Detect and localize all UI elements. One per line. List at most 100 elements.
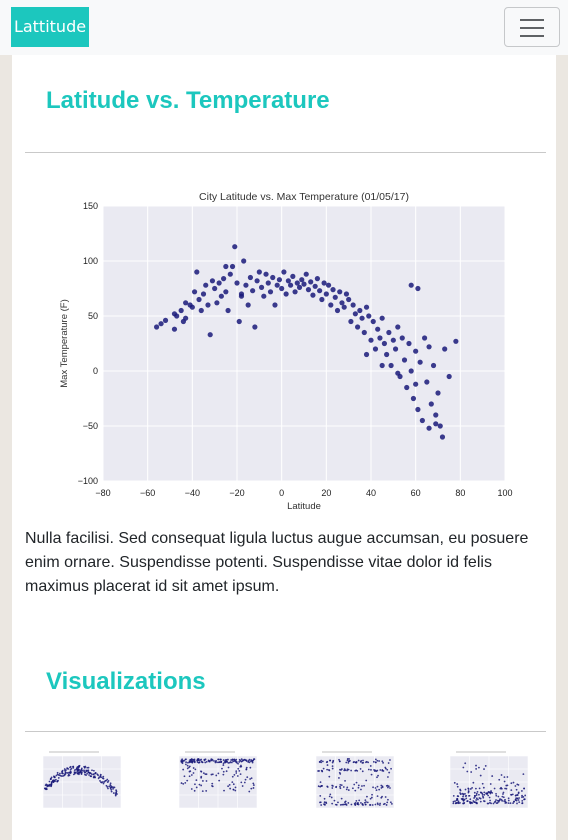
data-point — [435, 390, 441, 396]
data-point — [433, 412, 439, 418]
data-point — [337, 289, 343, 295]
data-point — [274, 282, 280, 288]
data-point — [154, 324, 160, 330]
navbar: Lattitude — [0, 0, 568, 55]
data-point — [252, 324, 258, 330]
data-point — [453, 338, 459, 344]
data-point — [283, 291, 289, 297]
data-point — [375, 326, 381, 332]
data-point — [218, 293, 224, 299]
data-point — [247, 274, 253, 281]
page-title: Latitude vs. Temperature — [46, 87, 330, 114]
data-point — [413, 348, 419, 354]
data-point — [325, 282, 332, 288]
data-point — [422, 335, 428, 341]
data-point — [408, 282, 414, 288]
navbar-toggler-button[interactable] — [504, 7, 560, 47]
y-tick-label: 150 — [83, 201, 98, 211]
thumbnail-cloudiness[interactable] — [302, 750, 398, 816]
data-point — [171, 311, 178, 317]
data-point — [377, 335, 383, 341]
data-point — [279, 285, 285, 292]
data-point — [346, 296, 352, 303]
data-point — [442, 346, 448, 352]
data-point — [183, 315, 189, 321]
y-axis-label: Max Temperature (F) — [59, 299, 70, 388]
data-point — [388, 362, 394, 369]
thumbnail-chart — [29, 750, 125, 816]
data-point — [319, 296, 325, 303]
x-tick-label: 0 — [279, 488, 284, 498]
data-point — [296, 284, 303, 290]
data-point — [272, 302, 278, 308]
data-point — [366, 313, 372, 319]
y-tick-label: 0 — [93, 366, 98, 376]
data-point — [261, 293, 267, 299]
x-axis-label: Latitude — [287, 501, 321, 512]
thumbnail-chart — [436, 750, 532, 816]
data-point — [439, 434, 446, 440]
visualizations-heading: Visualizations — [46, 668, 206, 695]
data-point — [368, 337, 374, 343]
thumbnail-temperature[interactable] — [29, 750, 125, 816]
data-point — [424, 379, 430, 385]
chart-title: City Latitude vs. Max Temperature (01/05… — [199, 191, 409, 203]
y-tick-label: 50 — [88, 311, 98, 321]
data-point — [357, 307, 363, 314]
data-point — [254, 278, 260, 284]
data-point — [303, 271, 309, 277]
data-point — [270, 274, 276, 281]
data-point — [390, 337, 396, 343]
data-point — [294, 280, 300, 286]
navbar-brand[interactable]: Lattitude — [11, 7, 89, 47]
data-point — [263, 271, 269, 277]
x-tick-label: 100 — [497, 488, 512, 498]
x-tick-label: 60 — [411, 488, 421, 498]
data-point — [299, 277, 305, 283]
y-tick-label: −100 — [78, 476, 98, 486]
data-point — [381, 340, 387, 347]
data-point — [433, 421, 439, 427]
data-point — [392, 346, 399, 352]
data-point — [332, 294, 338, 300]
data-point — [363, 304, 370, 310]
data-point — [323, 291, 329, 297]
data-point — [384, 351, 390, 358]
data-point — [238, 293, 245, 299]
data-point — [317, 288, 323, 294]
data-point — [243, 282, 249, 288]
data-point — [305, 287, 312, 293]
data-point — [234, 280, 240, 286]
data-point — [437, 423, 443, 429]
thumbnail-chart — [302, 750, 398, 816]
data-point — [363, 351, 370, 358]
data-point — [292, 289, 298, 295]
data-point — [419, 417, 425, 424]
thumbnail-wind-speed[interactable] — [436, 750, 532, 816]
plot-area — [103, 206, 505, 481]
data-point — [301, 281, 307, 287]
data-point — [308, 279, 314, 285]
data-point — [415, 406, 421, 413]
data-point — [359, 315, 365, 321]
data-point — [395, 370, 401, 376]
x-tick-label: 40 — [366, 488, 376, 498]
thumbnail-humidity[interactable] — [165, 750, 261, 816]
data-point — [288, 282, 294, 288]
data-point — [158, 321, 164, 327]
x-tick-label: −20 — [229, 488, 244, 498]
data-point — [408, 368, 414, 374]
data-point — [352, 311, 358, 317]
data-point — [372, 346, 379, 352]
data-point — [189, 304, 195, 310]
data-point — [276, 277, 283, 283]
data-point — [285, 278, 291, 284]
data-point — [426, 344, 432, 350]
data-point — [229, 263, 236, 270]
data-point — [241, 258, 247, 264]
data-point — [207, 332, 213, 338]
content-card: Latitude vs. Temperature −80 −60 −40 −20 0 20… — [12, 55, 556, 840]
x-tick-label: 80 — [455, 488, 465, 498]
data-point — [430, 362, 437, 369]
data-point — [256, 269, 262, 275]
